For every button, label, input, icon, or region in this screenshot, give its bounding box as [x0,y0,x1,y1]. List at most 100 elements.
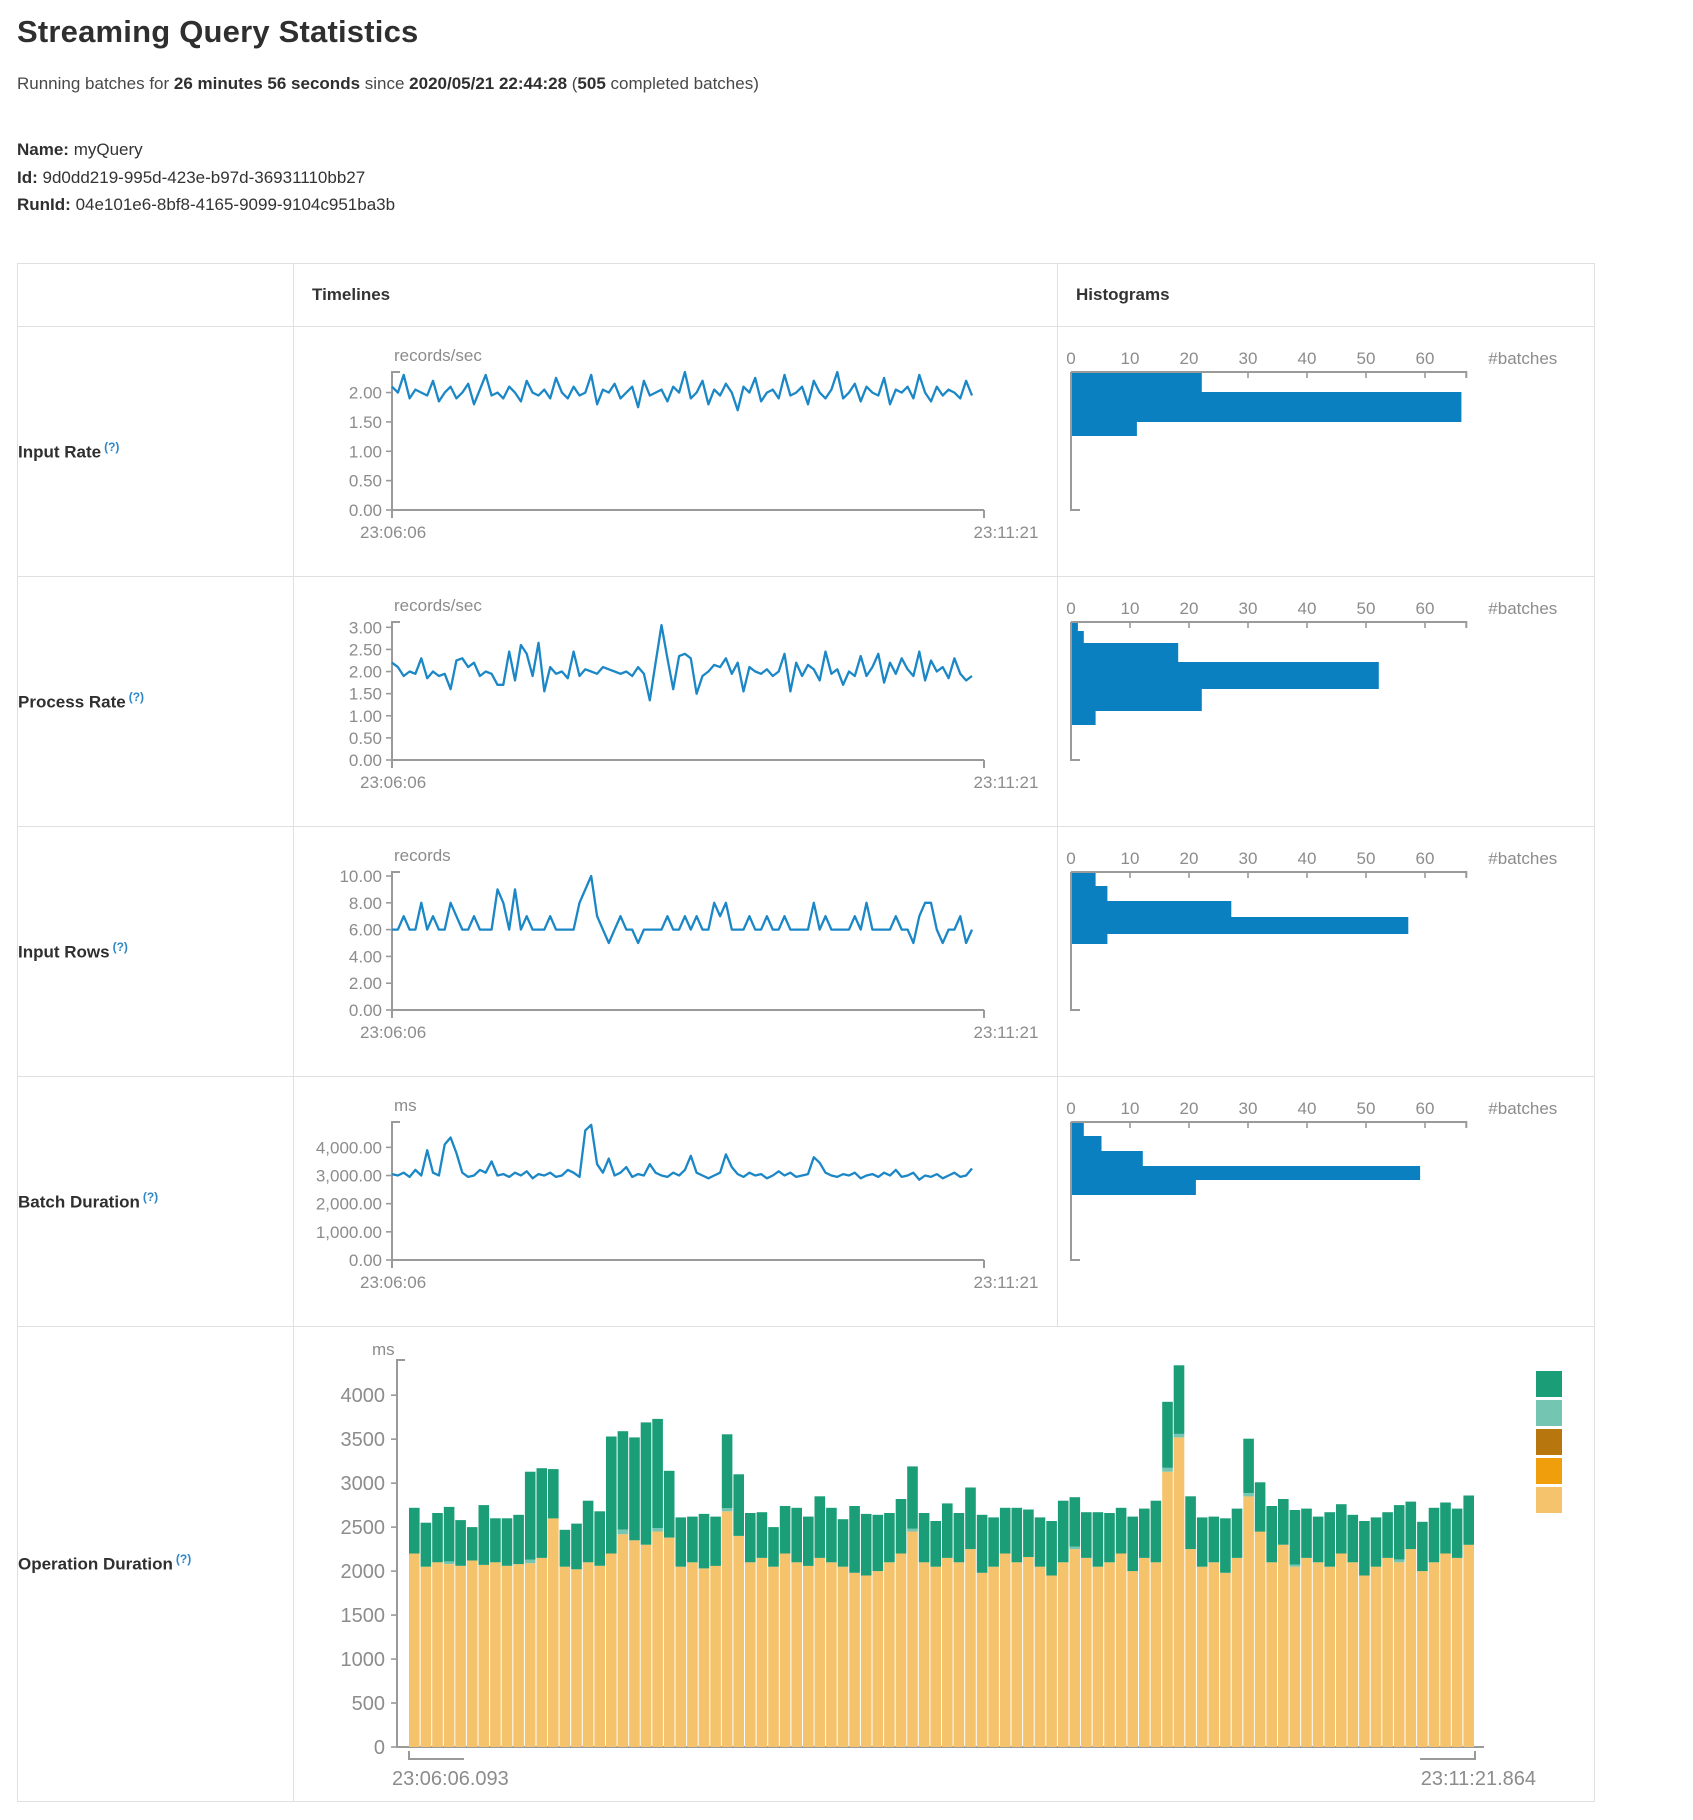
svg-text:50: 50 [1357,599,1376,618]
svg-text:2500: 2500 [341,1517,386,1539]
svg-text:10: 10 [1121,1099,1140,1118]
running-batches-summary: Running batches for 26 minutes 56 second… [17,74,1693,94]
svg-text:2.50: 2.50 [349,640,382,659]
row-label-text: Batch Duration [18,1192,140,1212]
svg-text:23:06:06.093: 23:06:06.093 [392,1768,509,1790]
svg-text:2000: 2000 [341,1561,386,1583]
runid-value: 04e101e6-8bf8-4165-9099-9104c951ba3b [75,195,396,215]
help-icon[interactable]: (?) [128,689,145,704]
svg-text:30: 30 [1239,1099,1258,1118]
process-rate-timeline-chart: records/sec 3.00 2.50 2.00 1.50 1.00 0.50 0.00 2… [294,577,1057,826]
svg-text:23:06:06: 23:06:06 [360,1023,426,1042]
help-icon[interactable]: (?) [175,1552,192,1567]
svg-text:3,000.00: 3,000.00 [316,1166,382,1185]
svg-text:40: 40 [1298,1099,1317,1118]
input-rows-histogram-chart: 0 10 20 30 40 50 60 #batches [1058,827,1594,1076]
svg-text:20: 20 [1180,1099,1199,1118]
svg-text:50: 50 [1357,849,1376,868]
svg-text:8.00: 8.00 [349,893,382,912]
svg-text:6.00: 6.00 [349,920,382,939]
svg-text:30: 30 [1239,349,1258,368]
row-label-text: Input Rate [18,442,102,462]
svg-text:2.00: 2.00 [349,662,382,681]
svg-text:20: 20 [1180,349,1199,368]
table-header-row: Timelines Histograms [17,262,1595,327]
help-icon[interactable]: (?) [104,439,120,454]
input-rate-timeline-chart: records/sec 2.00 1.50 1.00 0.50 0.00 23:06:06 2… [294,327,1057,576]
help-icon[interactable]: (?) [142,1189,159,1204]
row-label-batch-duration: Batch Duration (?) [17,1075,294,1327]
svg-text:1500: 1500 [341,1605,386,1627]
svg-text:2,000.00: 2,000.00 [316,1194,382,1213]
svg-text:23:11:21: 23:11:21 [974,773,1039,792]
col-header-timelines: Timelines [293,262,1058,327]
svg-text:1,000.00: 1,000.00 [316,1222,382,1241]
svg-text:0: 0 [1066,599,1075,618]
svg-text:records: records [394,846,451,865]
run-prefix: Running batches for [17,74,174,93]
svg-text:0.00: 0.00 [349,1001,382,1020]
svg-text:0: 0 [374,1737,385,1759]
svg-text:60: 60 [1416,349,1435,368]
run-start-time: 2020/05/21 22:44:28 [409,74,568,93]
svg-text:0.50: 0.50 [349,471,382,490]
input-rows-timeline-chart: records 10.00 8.00 6.00 4.00 2.00 0.00 23:06:06… [294,827,1057,1076]
table-row: Input Rows (?) records 10.00 8.00 6.00 4.00 2.… [17,825,1595,1077]
svg-text:60: 60 [1416,1099,1435,1118]
svg-text:30: 30 [1239,599,1258,618]
svg-text:20: 20 [1180,849,1199,868]
svg-text:1000: 1000 [341,1649,386,1671]
svg-text:30: 30 [1239,849,1258,868]
svg-text:23:06:06: 23:06:06 [360,1273,426,1292]
svg-text:2.00: 2.00 [349,383,382,402]
svg-text:40: 40 [1298,349,1317,368]
svg-text:#batches: #batches [1488,1099,1557,1118]
completed-batches-count: 505 [577,74,606,93]
process-rate-histogram-chart: 0 10 20 30 40 50 60 #batches [1058,577,1594,826]
svg-text:40: 40 [1298,599,1317,618]
svg-text:1.50: 1.50 [349,684,382,703]
svg-text:50: 50 [1357,349,1376,368]
svg-text:60: 60 [1416,849,1435,868]
svg-text:0: 0 [1066,849,1075,868]
batch-duration-timeline-chart: ms 4,000.00 3,000.00 2,000.00 1,000.00 0.00 23… [294,1077,1057,1326]
svg-text:3.00: 3.00 [349,618,382,637]
svg-text:ms: ms [372,1340,395,1359]
name-value: myQuery [73,140,143,159]
svg-text:10: 10 [1121,849,1140,868]
svg-text:0.00: 0.00 [349,751,382,770]
svg-text:23:06:06: 23:06:06 [360,773,426,792]
svg-text:1.00: 1.00 [349,706,382,725]
row-label-text: Input Rows [18,942,110,962]
svg-text:#batches: #batches [1488,599,1557,618]
svg-text:20: 20 [1180,599,1199,618]
svg-text:0.50: 0.50 [349,728,382,747]
page-title: Streaming Query Statistics [17,14,419,49]
svg-text:500: 500 [352,1693,385,1715]
svg-text:0: 0 [1066,349,1075,368]
svg-text:3500: 3500 [341,1429,386,1451]
svg-text:4000: 4000 [341,1385,386,1407]
svg-text:2.00: 2.00 [349,974,382,993]
run-open-paren: ( [567,74,578,93]
row-label-input-rate: Input Rate (?) [17,325,294,577]
row-label-text: Process Rate [18,692,126,712]
row-label-text: Operation Duration [18,1554,173,1574]
table-row: Process Rate (?) records/sec 3.00 2.50 2.00 1… [17,575,1595,827]
svg-text:60: 60 [1416,599,1435,618]
query-name-line: Name: myQuery [17,136,1693,164]
table-row: Operation Duration (?) ms 4000 3500 3000 2500… [17,1325,1595,1802]
svg-text:0.00: 0.00 [349,1251,382,1270]
stats-table: Timelines Histograms Input Rate (?) recor… [17,262,1595,1802]
table-row: Input Rate (?) records/sec 2.00 1.50 1.00 0.5… [17,325,1595,577]
help-icon[interactable]: (?) [112,939,128,954]
svg-text:23:11:21.864: 23:11:21.864 [1421,1768,1536,1790]
id-label: Id: [17,167,38,187]
svg-text:1.50: 1.50 [349,413,382,432]
svg-text:50: 50 [1357,1099,1376,1118]
table-row: Batch Duration (?) ms 4,000.00 3,000.00 2,00… [17,1075,1595,1327]
svg-text:1.00: 1.00 [349,442,382,461]
svg-text:40: 40 [1298,849,1317,868]
svg-text:23:11:21: 23:11:21 [974,1273,1039,1292]
svg-text:10.00: 10.00 [339,867,382,886]
